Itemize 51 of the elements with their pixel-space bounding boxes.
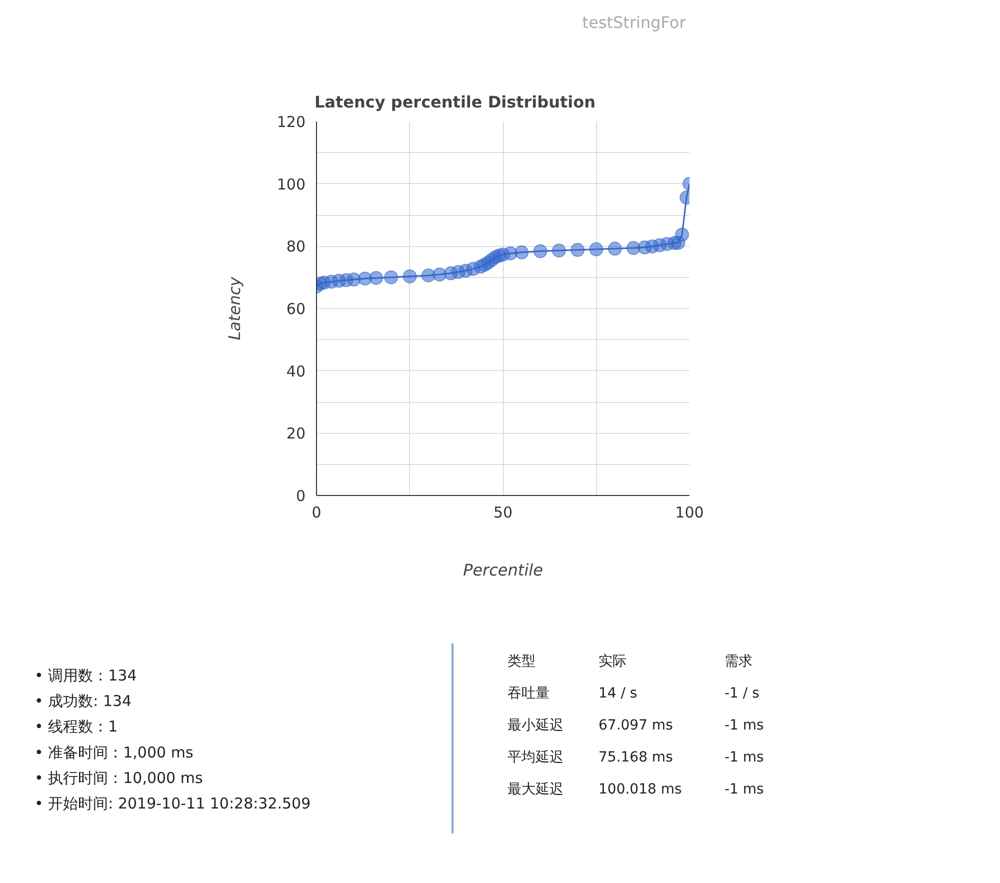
x-axis-title: Percentile [463,560,544,580]
point [369,270,384,285]
point [626,241,641,256]
text: • 准备时间：1,000 ms [34,743,194,762]
x-tick-label: 0 [312,504,322,522]
text: • 调用数：134 [34,666,137,684]
text: 实际 [598,654,626,670]
text: -1 ms [724,750,764,766]
text: 类型 [508,654,536,670]
y-tick-label: 40 [286,362,306,380]
point [552,244,566,258]
x-tick-label: 100 [675,504,704,522]
text: 平均延迟 [508,750,564,766]
text: • 执行时间：10,000 ms [34,768,203,787]
point [533,244,548,258]
text: -1 ms [724,718,764,734]
point [402,269,417,284]
text: 最小延迟 [508,718,564,734]
y-axis-title: Latency [224,276,244,340]
point [358,272,372,286]
text: 67.097 ms [598,718,673,734]
y-tick-label: 0 [296,487,306,505]
text: 最大延迟 [508,782,564,798]
x-tick-label: 50 [493,504,513,522]
text: • 线程数：1 [34,718,118,736]
point [384,270,398,284]
text: 100.018 ms [598,782,682,798]
point [514,245,529,260]
point [675,228,690,242]
point [589,242,604,256]
text: 吞吐量 [508,686,550,702]
point [608,242,622,256]
chart-title: Latency percentile Distribution [314,92,596,112]
y-tick-label: 20 [286,424,306,443]
point [432,268,447,282]
y-tick-label: 100 [276,175,306,194]
text: testStringFor [582,13,686,32]
text: • 成功数: 134 [34,692,132,710]
point [421,268,436,282]
text: -1 ms [724,782,764,798]
text: • 开始时间: 2019-10-11 10:28:32.509 [34,794,311,812]
text: 需求 [724,654,752,670]
y-tick-label: 60 [286,300,306,318]
point [346,272,361,286]
text: -1 / s [724,686,760,702]
point [570,242,585,257]
text: 14 / s [598,686,638,702]
text: 75.168 ms [598,750,673,766]
y-tick-label: 80 [286,238,306,256]
y-tick-label: 120 [276,113,306,131]
point [503,246,518,260]
